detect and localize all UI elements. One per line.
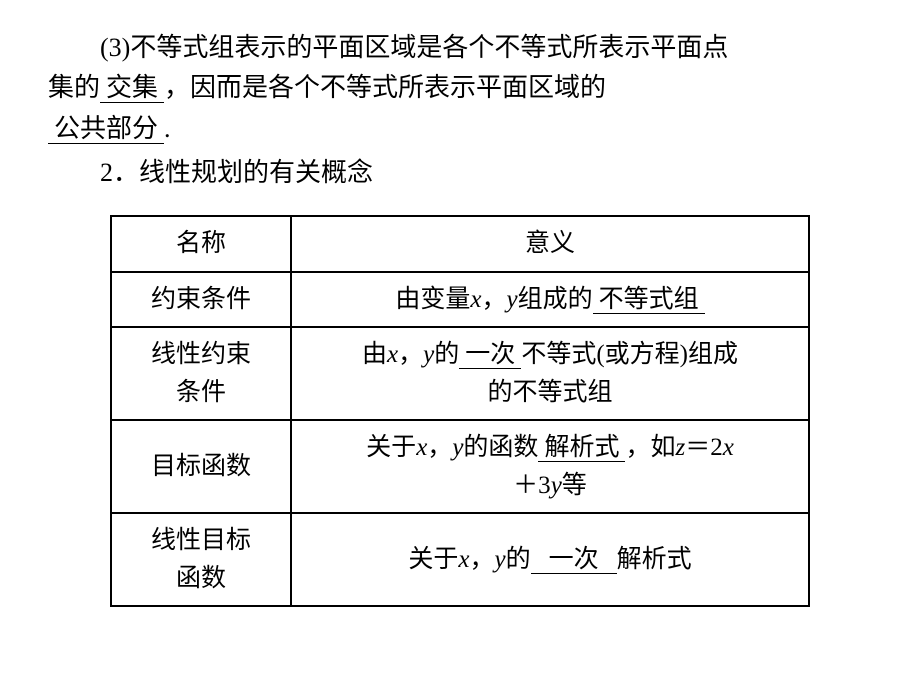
concepts-table: 名称 意义 约束条件 由变量x，y组成的不等式组 线性约束 条件 由x，y的一次… (110, 215, 810, 607)
text: ， (398, 341, 423, 368)
cell-name: 目标函数 (111, 420, 291, 513)
text: 不等式(或方程)组成 (521, 341, 738, 368)
cell-name: 线性目标 函数 (111, 513, 291, 606)
text: ，如 (625, 434, 675, 461)
var-y: y (507, 286, 518, 313)
table-row: 目标函数 关于x，y的函数解析式，如z＝2x ＋3y等 (111, 420, 809, 513)
var-y: y (551, 472, 562, 499)
intro-seg1: 不等式组表示的平面区域是各个不等式所表示平面点 (130, 33, 728, 62)
text: 线性目标 (122, 522, 280, 560)
cell-name: 线性约束 条件 (111, 327, 291, 420)
intro-seg2-suffix: ，因而是各个不等式所表示平面区域的 (164, 73, 606, 102)
intro-seg2-prefix: 集的 (48, 73, 100, 102)
blank-common-part: 公共部分 (48, 114, 164, 144)
cell-meaning: 关于x，y的函数解析式，如z＝2x ＋3y等 (291, 420, 809, 513)
text: 组成的 (518, 286, 593, 313)
text: 函数 (122, 560, 280, 598)
blank-analytic: 解析式 (538, 434, 625, 462)
var-y: y (494, 546, 505, 573)
text: 的不等式组 (302, 374, 798, 412)
line2: ＋3y等 (302, 467, 798, 505)
cell-name: 约束条件 (111, 272, 291, 328)
text: 线性约束 (122, 336, 280, 374)
text: ， (481, 286, 506, 313)
paragraph-3-end: 公共部分. (48, 109, 872, 149)
paragraph-3: (3)不等式组表示的平面区域是各个不等式所表示平面点 (48, 28, 872, 68)
text: 的 (506, 546, 531, 573)
var-y: y (423, 341, 434, 368)
text: 条件 (122, 374, 280, 412)
blank-first-order: 一次 (459, 341, 521, 369)
header-meaning: 意义 (291, 216, 809, 272)
table-row: 约束条件 由变量x，y组成的不等式组 (111, 272, 809, 328)
intro-period: . (164, 114, 171, 143)
text: ， (427, 434, 452, 461)
table-row: 线性目标 函数 关于x，y的一次解析式 (111, 513, 809, 606)
var-y: y (452, 434, 463, 461)
text: ＋3 (513, 472, 551, 499)
text: 解析式 (617, 546, 692, 573)
table-row: 线性约束 条件 由x，y的一次不等式(或方程)组成 的不等式组 (111, 327, 809, 420)
var-x: x (458, 546, 469, 573)
cell-meaning: 由x，y的一次不等式(或方程)组成 的不等式组 (291, 327, 809, 420)
var-z: z (675, 434, 685, 461)
text: 由变量 (395, 286, 470, 313)
section-heading: 2．线性规划的有关概念 (48, 153, 872, 193)
text: 由 (362, 341, 387, 368)
text: ， (469, 546, 494, 573)
text: ＝2 (685, 434, 723, 461)
text: 关于 (366, 434, 416, 461)
text: 等 (562, 472, 587, 499)
text: 的函数 (463, 434, 538, 461)
table-row: 名称 意义 (111, 216, 809, 272)
var-x: x (416, 434, 427, 461)
blank-inequality-group: 不等式组 (593, 286, 705, 314)
var-x: x (470, 286, 481, 313)
text: 关于 (408, 546, 458, 573)
var-x: x (387, 341, 398, 368)
cell-meaning: 由变量x，y组成的不等式组 (291, 272, 809, 328)
cell-meaning: 关于x，y的一次解析式 (291, 513, 809, 606)
item-number: (3) (100, 33, 130, 62)
slide-content: (3)不等式组表示的平面区域是各个不等式所表示平面点 集的交集，因而是各个不等式… (0, 0, 920, 607)
paragraph-3-cont: 集的交集，因而是各个不等式所表示平面区域的 (48, 68, 872, 108)
blank-first-order: 一次 (531, 546, 617, 574)
header-name: 名称 (111, 216, 291, 272)
text: 的 (434, 341, 459, 368)
var-x: x (723, 434, 734, 461)
blank-intersection: 交集 (100, 73, 164, 103)
